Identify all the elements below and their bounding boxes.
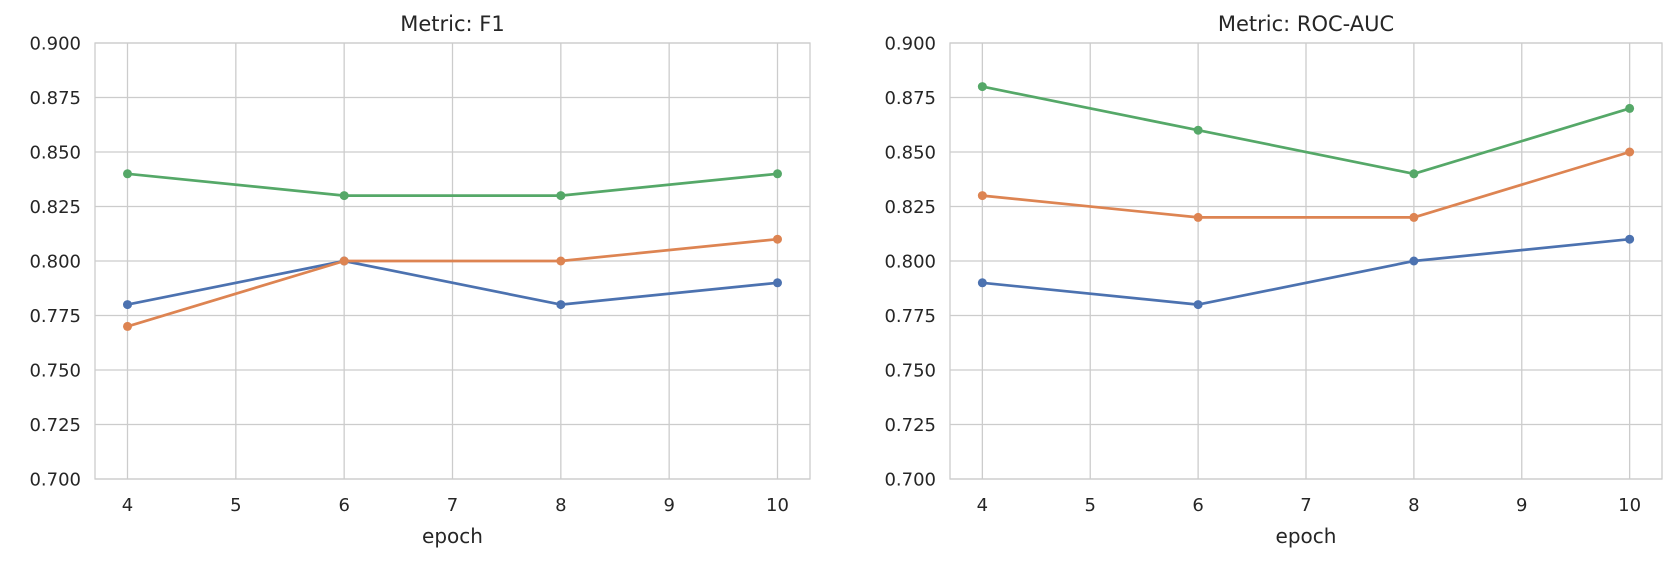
x-tick-label: 4 (977, 495, 988, 516)
y-tick-label: 0.725 (884, 415, 936, 436)
x-tick-label: 8 (555, 495, 566, 516)
data-point-green (556, 191, 566, 201)
x-tick-label: 7 (447, 495, 458, 516)
series-line-green (981, 85, 1631, 176)
x-tick-label: 10 (766, 495, 789, 516)
series-line-orange (126, 237, 779, 328)
y-tick-label: 0.875 (29, 88, 81, 109)
x-tick-label: 10 (1618, 495, 1641, 516)
data-point-green (773, 169, 782, 179)
plot-frame (94, 42, 811, 480)
data-point-green (1193, 125, 1203, 135)
x-tick-label: 5 (230, 495, 241, 516)
data-point-orange (1625, 147, 1635, 157)
data-point-orange (1409, 212, 1419, 222)
y-tick-label: 0.800 (884, 252, 936, 273)
data-point-orange (123, 321, 132, 331)
series-line-green (126, 172, 779, 197)
data-point-blue (773, 278, 782, 288)
x-tick-label: 9 (663, 495, 674, 516)
x-axis-label-f1: epoch (422, 524, 483, 548)
chart-title-roc-auc: Metric: ROC-AUC (1218, 12, 1394, 36)
x-tick-label: 5 (1085, 495, 1096, 516)
series-line-blue (981, 237, 1631, 306)
y-tick-label: 0.850 (884, 143, 936, 164)
y-tick-label: 0.850 (29, 143, 81, 164)
data-point-orange (1193, 212, 1203, 222)
y-tick-label: 0.700 (29, 470, 81, 491)
plot-frame (949, 42, 1663, 480)
y-tick-label: 0.775 (29, 306, 81, 327)
y-tick-label: 0.900 (29, 34, 81, 55)
y-tick-label: 0.700 (884, 470, 936, 491)
data-point-orange (977, 191, 987, 201)
data-point-blue (1409, 256, 1419, 266)
series-line-orange (981, 150, 1631, 219)
chart-title-f1: Metric: F1 (400, 12, 504, 36)
data-point-blue (123, 300, 132, 310)
x-tick-label: 6 (338, 495, 349, 516)
data-point-green (1625, 103, 1635, 113)
data-point-blue (977, 278, 987, 288)
x-tick-label: 4 (122, 495, 133, 516)
data-point-green (1409, 169, 1419, 179)
data-point-blue (1625, 234, 1635, 244)
data-point-orange (773, 234, 782, 244)
y-tick-label: 0.800 (29, 252, 81, 273)
x-tick-label: 6 (1192, 495, 1203, 516)
chart-group-1: 0.700 0.725 0.750 0.775 0.800 0.825 0.850 0.875… (884, 34, 1663, 516)
data-point-orange (339, 256, 349, 266)
x-tick-label: 7 (1300, 495, 1311, 516)
data-point-orange (556, 256, 566, 266)
data-point-blue (1193, 300, 1203, 310)
x-tick-label: 8 (1408, 495, 1419, 516)
series-line-blue (126, 259, 779, 306)
y-tick-label: 0.875 (884, 88, 936, 109)
data-point-green (123, 169, 132, 179)
y-tick-label: 0.775 (884, 306, 936, 327)
chart-group-0: 0.700 0.725 0.750 0.775 0.800 0.825 0.850 0.875… (29, 34, 811, 516)
data-point-green (977, 82, 987, 92)
y-tick-label: 0.825 (29, 197, 81, 218)
y-tick-label: 0.825 (884, 197, 936, 218)
y-tick-label: 0.750 (884, 361, 936, 382)
y-tick-label: 0.900 (884, 34, 936, 55)
x-axis-label-roc-auc: epoch (1276, 524, 1337, 548)
y-tick-label: 0.750 (29, 361, 81, 382)
data-point-green (339, 191, 349, 201)
y-tick-label: 0.725 (29, 415, 81, 436)
plots-layer: 0.700 0.725 0.750 0.775 0.800 0.825 0.850 0.875… (29, 34, 1663, 516)
data-point-blue (556, 300, 566, 310)
x-tick-label: 9 (1516, 495, 1527, 516)
